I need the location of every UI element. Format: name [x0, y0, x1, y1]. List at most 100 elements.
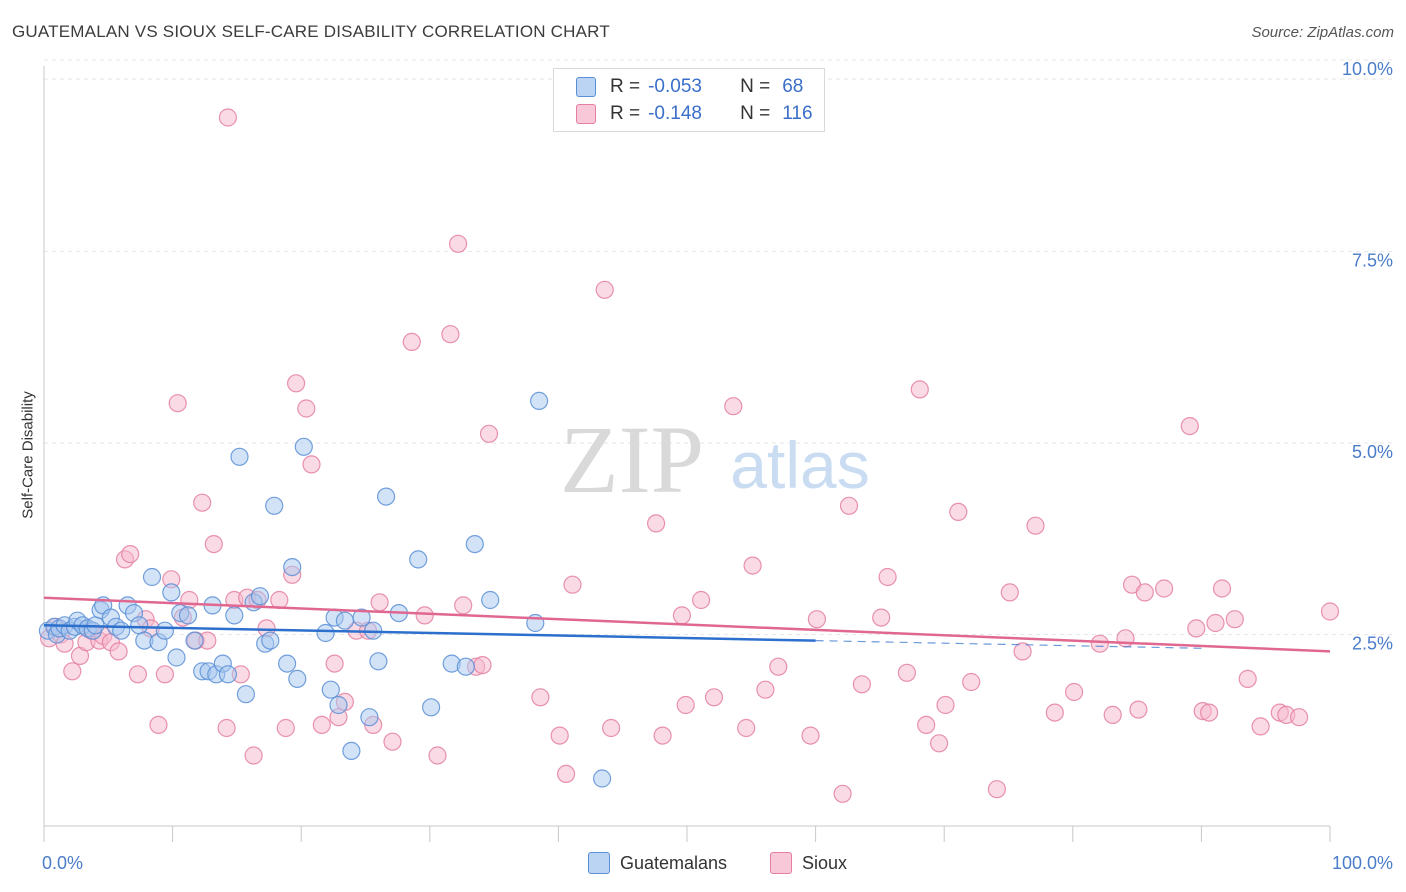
guatemalans-point	[456, 657, 475, 676]
guatemalans-point	[265, 496, 284, 515]
guatemalans-point	[185, 631, 204, 650]
sioux-point	[878, 567, 897, 587]
sioux-point	[218, 108, 237, 127]
x-tick-label: 100.0%	[1332, 853, 1393, 873]
guatemalans-point	[218, 665, 237, 684]
sioux-point	[1206, 613, 1225, 633]
sioux-point	[155, 665, 174, 684]
sioux-point	[704, 688, 724, 707]
n-label: N =	[740, 103, 771, 124]
grid-lines	[44, 59, 1392, 635]
guatemalans-point	[465, 534, 484, 554]
guatemalans-swatch	[588, 852, 610, 874]
legend-item-guatemalans[interactable]: Guatemalans	[588, 852, 727, 874]
sioux-point	[1045, 703, 1064, 722]
correlation-legend: R = -0.053 N = 68 R = -0.148 N = 116	[553, 68, 825, 132]
y-tick-label: 5.0%	[1352, 442, 1393, 462]
guatemalans-point	[352, 608, 371, 627]
sioux-point	[756, 680, 775, 699]
sioux-point	[1212, 579, 1232, 598]
sioux-point	[917, 715, 936, 735]
sioux-point	[691, 590, 711, 610]
sioux-point	[531, 688, 550, 707]
guatemalans-point	[178, 606, 198, 625]
sioux-point	[949, 502, 968, 521]
sioux-point	[325, 654, 344, 673]
sioux-point	[936, 695, 955, 715]
chart-title: GUATEMALAN VS SIOUX SELF-CARE DISABILITY…	[12, 22, 610, 41]
sioux-point	[897, 663, 917, 682]
guatemalans-point	[130, 616, 149, 635]
sioux-point	[1251, 717, 1270, 736]
watermark: ZIP atlas	[560, 406, 870, 513]
sioux-point	[441, 325, 460, 344]
sioux-point	[601, 718, 621, 738]
sioux-point	[1135, 583, 1154, 602]
legend-label-sioux: Sioux	[802, 852, 848, 873]
sioux-point	[1129, 700, 1148, 719]
sioux-point	[1199, 703, 1219, 722]
watermark-atlas: atlas	[730, 428, 869, 502]
sioux-point	[193, 493, 212, 512]
sioux-point	[415, 606, 434, 625]
sioux-point	[646, 514, 666, 533]
sioux-point	[276, 718, 295, 738]
guatemalans-point	[236, 685, 255, 704]
sioux-point	[217, 718, 236, 738]
sioux-point	[449, 234, 468, 253]
sioux-point	[1154, 579, 1174, 598]
sioux-swatch	[770, 852, 792, 874]
sioux-point	[204, 534, 223, 554]
guatemalans-point	[329, 695, 348, 715]
sioux-point	[1026, 516, 1045, 535]
guatemalans-point	[283, 557, 302, 577]
guatemalans-point	[529, 391, 549, 410]
guatemalans-point	[288, 669, 307, 689]
sioux-point	[473, 655, 492, 675]
sioux-point	[962, 672, 981, 692]
x-tick-label: 0.0%	[42, 853, 83, 873]
sioux-point	[1103, 705, 1122, 725]
sioux-point	[1064, 682, 1084, 702]
y-tick-label: 7.5%	[1352, 251, 1393, 271]
sioux-point	[676, 695, 695, 715]
legend-row-guatemalans: R = -0.053 N = 68	[576, 75, 803, 99]
y-tick-label: 2.5%	[1352, 634, 1393, 654]
data-points	[38, 108, 1340, 803]
sioux-point	[1090, 634, 1109, 653]
sioux-point	[852, 675, 872, 694]
guatemalans-point	[230, 447, 249, 466]
guatemalans-point	[321, 680, 340, 699]
guatemalans-point	[369, 652, 388, 671]
guatemalans-trend-line	[43, 624, 816, 642]
guatemalans-point	[278, 654, 297, 673]
trend-lines	[43, 596, 1331, 653]
legend-item-sioux[interactable]: Sioux	[770, 852, 847, 874]
r-value: -0.053	[648, 76, 702, 97]
sioux-point	[383, 732, 402, 751]
sioux-point	[1000, 583, 1019, 602]
sioux-point	[987, 780, 1007, 799]
guatemalans-point	[225, 606, 244, 625]
sioux-point	[244, 746, 263, 765]
guatemalans-point	[162, 583, 181, 602]
guatemalans-point	[142, 567, 162, 587]
n-value: 116	[782, 103, 813, 124]
sioux-point	[121, 544, 140, 564]
n-label: N =	[740, 76, 771, 97]
sioux-point	[1225, 610, 1244, 629]
sioux-point	[563, 575, 582, 594]
guatemalans-point	[261, 631, 280, 650]
sioux-point	[833, 784, 852, 803]
sioux-point	[769, 657, 788, 676]
sioux-point	[270, 590, 289, 610]
guatemalans-point	[294, 437, 313, 456]
sioux-point	[63, 662, 82, 681]
sioux-point	[287, 374, 306, 393]
sioux-point	[807, 610, 827, 629]
sioux-point	[149, 715, 168, 735]
sioux-point	[672, 606, 692, 625]
sioux-point	[312, 715, 331, 735]
r-label: R =	[610, 76, 641, 97]
